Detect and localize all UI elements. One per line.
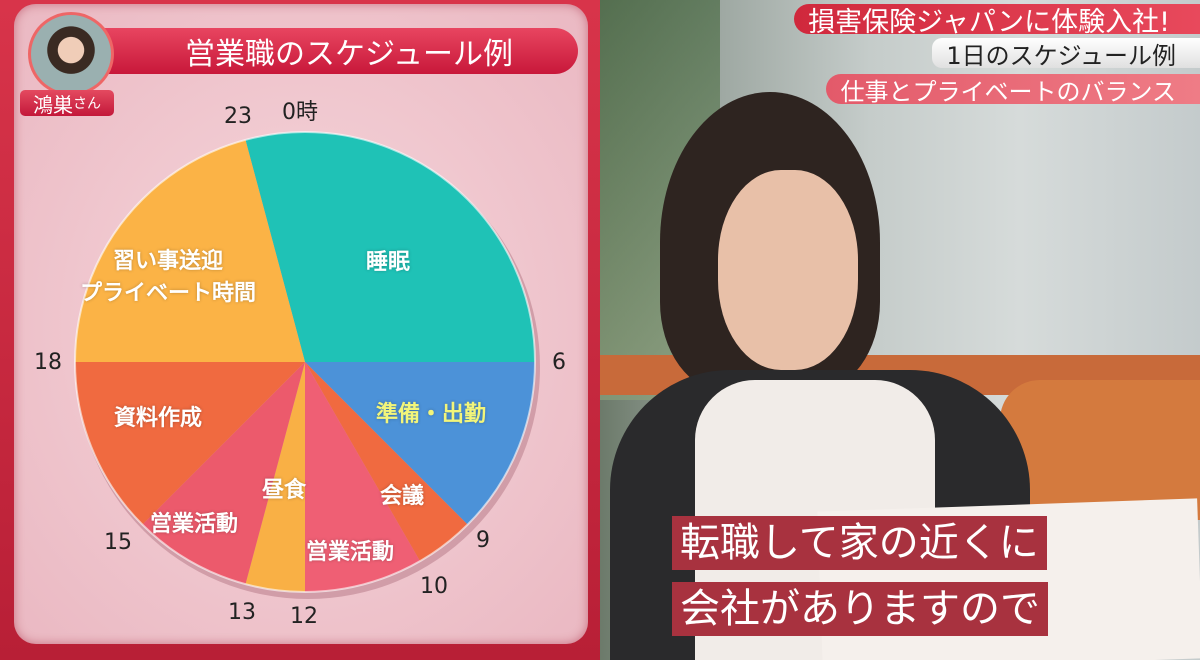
pie-slice-6 — [75, 362, 305, 525]
person-suffix: さん — [73, 96, 101, 112]
hour-label-6: 6 — [552, 350, 566, 375]
panel-title-text: 営業職のスケジュール例 — [185, 37, 513, 72]
pie-slice-7 — [75, 139, 305, 362]
pie-slice-1 — [305, 362, 535, 525]
pie-slice-3 — [305, 362, 420, 592]
hour-label-10: 10 — [420, 574, 448, 599]
hour-label-18: 18 — [34, 350, 62, 375]
hour-label-13: 13 — [228, 600, 256, 625]
orange-chair — [1000, 380, 1200, 520]
hour-label-15: 15 — [104, 530, 132, 555]
slice-label-sales-am: 営業活動 — [306, 540, 395, 565]
news-headline: 損害保険ジャパンに体験入社! — [794, 4, 1200, 38]
hour-label-0: 0時 — [282, 100, 318, 125]
slice-label-sleep: 睡眠 — [366, 250, 411, 275]
slice-label-prep: 準備・出勤 — [376, 402, 487, 427]
pie-slice-2 — [305, 362, 468, 562]
name-badge: 鴻巣 さん — [20, 90, 114, 117]
slice-label-private: 習い事送迎 プライベート時間 — [80, 249, 257, 306]
pie-chart — [74, 131, 540, 599]
hour-label-23: 23 — [224, 104, 252, 129]
slice-label-documents: 資料作成 — [114, 406, 203, 431]
pie-slice-0 — [245, 132, 535, 362]
slice-label-sales-pm: 営業活動 — [150, 512, 239, 537]
subtitle-line-2: 会社がありますので — [672, 582, 1048, 636]
news-segment: 1日のスケジュール例 — [932, 38, 1200, 70]
hour-label-9: 9 — [476, 528, 490, 553]
face — [718, 170, 858, 370]
person-name: 鴻巣 — [33, 92, 73, 117]
slice-label-lunch: 昼食 — [262, 478, 307, 503]
graphic-panel-bg: 営業職のスケジュール例 鴻巣 さん 0時 6 9 10 12 13 15 18 2… — [0, 0, 600, 660]
panel-title: 営業職のスケジュール例 — [90, 28, 578, 74]
pie-slice-5 — [142, 362, 305, 585]
slice-label-meeting: 会議 — [380, 484, 425, 509]
pie-rim — [74, 131, 536, 593]
hour-label-12: 12 — [290, 604, 318, 629]
pie-slice-4 — [245, 362, 305, 592]
news-topic: 仕事とプライベートのバランス — [826, 74, 1200, 106]
subtitle-line-1: 転職して家の近くに — [672, 516, 1047, 570]
